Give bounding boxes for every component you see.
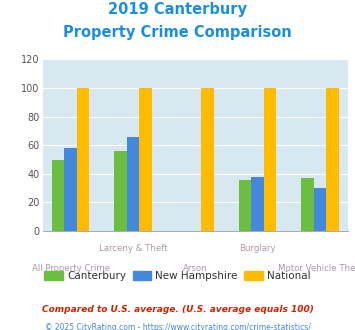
Bar [64,148,77,231]
Bar [127,137,139,231]
Bar [52,159,64,231]
Text: Arson: Arson [183,264,208,273]
Bar [139,88,152,231]
Legend: Canterbury, New Hampshire, National: Canterbury, New Hampshire, National [40,267,315,285]
Text: Larceny & Theft: Larceny & Theft [99,244,167,253]
Bar [114,151,127,231]
Text: Property Crime Comparison: Property Crime Comparison [63,25,292,40]
Bar [301,178,313,231]
Text: Motor Vehicle Theft: Motor Vehicle Theft [278,264,355,273]
Text: All Property Crime: All Property Crime [32,264,110,273]
Text: Compared to U.S. average. (U.S. average equals 100): Compared to U.S. average. (U.S. average … [42,305,313,314]
Bar [251,177,264,231]
Bar [264,88,276,231]
Bar [202,88,214,231]
Text: Burglary: Burglary [239,244,276,253]
Text: 2019 Canterbury: 2019 Canterbury [108,2,247,16]
Bar [77,88,89,231]
Bar [239,180,251,231]
Text: © 2025 CityRating.com - https://www.cityrating.com/crime-statistics/: © 2025 CityRating.com - https://www.city… [45,323,310,330]
Bar [326,88,339,231]
Bar [313,188,326,231]
